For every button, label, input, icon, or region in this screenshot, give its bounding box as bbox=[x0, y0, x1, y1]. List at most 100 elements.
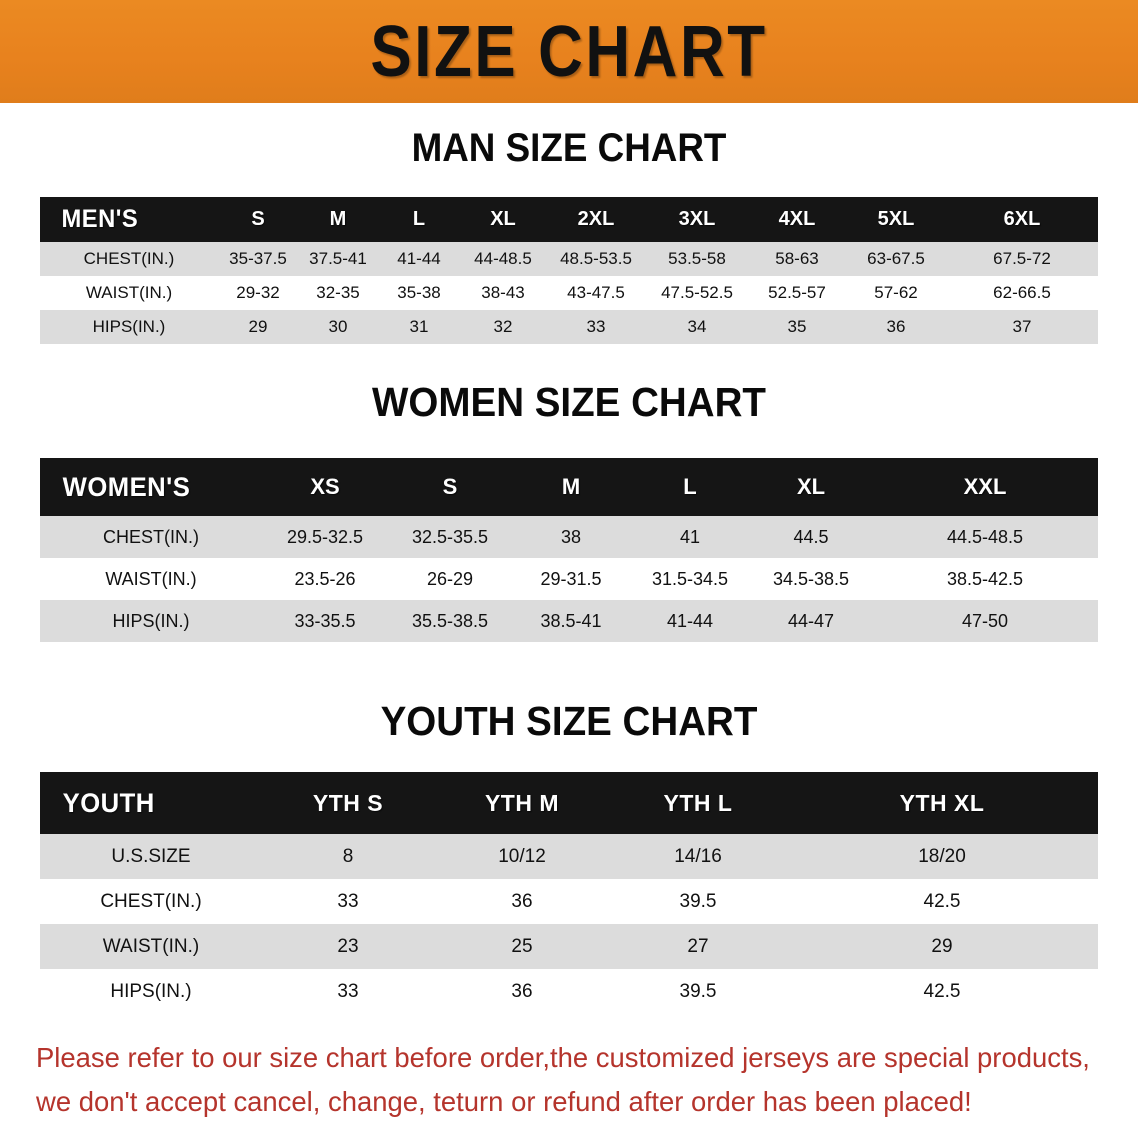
man-size-header-5xl: 5XL bbox=[877, 208, 915, 230]
table-row: HIPS(IN.) 29 30 31 32 33 34 35 36 37 bbox=[40, 310, 1098, 344]
youth-row-label-chest: CHEST(IN.) bbox=[100, 890, 202, 912]
youth-ussize-xl: 18/20 bbox=[918, 845, 966, 867]
women-hips-s: 35.5-38.5 bbox=[411, 610, 489, 631]
man-section-title: MAN SIZE CHART bbox=[411, 126, 727, 170]
table-row: U.S.SIZE 8 10/12 14/16 18/20 bbox=[40, 834, 1098, 879]
women-hips-m: 38.5-41 bbox=[540, 610, 602, 631]
man-waist-4xl: 52.5-57 bbox=[768, 283, 826, 302]
women-row-label-chest: CHEST(IN.) bbox=[103, 526, 199, 547]
man-chest-4xl: 58-63 bbox=[775, 249, 819, 268]
women-waist-xl: 34.5-38.5 bbox=[772, 568, 850, 589]
women-size-table: WOMEN'S XS S M L XL XXL CHEST(IN.) 29.5-… bbox=[40, 458, 1098, 642]
man-chest-m: 37.5-41 bbox=[309, 249, 367, 268]
man-waist-3xl: 47.5-52.5 bbox=[661, 283, 733, 302]
man-size-header-3xl: 3XL bbox=[678, 208, 716, 230]
return-policy-line-2: we don't accept cancel, change, teturn o… bbox=[36, 1086, 972, 1117]
youth-waist-s: 23 bbox=[337, 935, 359, 957]
youth-row-label-hips: HIPS(IN.) bbox=[110, 980, 192, 1002]
youth-chest-m: 36 bbox=[511, 890, 533, 912]
youth-corner-label: YOUTH bbox=[62, 787, 155, 818]
youth-waist-m: 25 bbox=[511, 935, 533, 957]
man-size-header-6xl: 6XL bbox=[1003, 208, 1041, 230]
table-row: WAIST(IN.) 29-32 32-35 35-38 38-43 43-47… bbox=[40, 276, 1098, 310]
man-size-header-xl: XL bbox=[490, 208, 516, 230]
youth-ussize-m: 10/12 bbox=[498, 845, 546, 867]
women-hips-xxl: 47-50 bbox=[961, 610, 1009, 631]
man-chest-s: 35-37.5 bbox=[229, 249, 287, 268]
women-waist-s: 26-29 bbox=[426, 568, 474, 589]
man-waist-m: 32-35 bbox=[316, 283, 360, 302]
man-row-label-chest: CHEST(IN.) bbox=[83, 249, 175, 268]
man-size-header-s: S bbox=[251, 208, 265, 230]
youth-hips-s: 33 bbox=[337, 980, 359, 1002]
women-size-header-xxl: XXL bbox=[963, 474, 1007, 499]
women-chest-s: 32.5-35.5 bbox=[411, 526, 489, 547]
man-waist-l: 35-38 bbox=[397, 283, 441, 302]
youth-hips-m: 36 bbox=[511, 980, 533, 1002]
man-chest-5xl: 63-67.5 bbox=[867, 249, 925, 268]
women-hips-xl: 44-47 bbox=[787, 610, 835, 631]
return-policy-note: Please refer to our size chart before or… bbox=[36, 1036, 1090, 1124]
youth-row-label-ussize: U.S.SIZE bbox=[111, 845, 191, 867]
women-size-header-l: L bbox=[683, 474, 697, 499]
man-row-label-hips: HIPS(IN.) bbox=[92, 317, 166, 336]
women-row-label-hips: HIPS(IN.) bbox=[112, 610, 190, 631]
man-size-header-4xl: 4XL bbox=[778, 208, 816, 230]
women-row-label-waist: WAIST(IN.) bbox=[105, 568, 197, 589]
man-row-label-waist: WAIST(IN.) bbox=[85, 283, 173, 302]
man-chest-6xl: 67.5-72 bbox=[993, 249, 1051, 268]
women-size-header-xl: XL bbox=[796, 474, 826, 499]
youth-chest-l: 39.5 bbox=[679, 890, 717, 912]
table-row: WAIST(IN.) 23 25 27 29 bbox=[40, 924, 1098, 969]
youth-hips-xl: 42.5 bbox=[923, 980, 961, 1002]
women-hips-l: 41-44 bbox=[666, 610, 714, 631]
man-corner-label: MEN'S bbox=[61, 205, 139, 233]
youth-section-title: YOUTH SIZE CHART bbox=[380, 698, 758, 744]
youth-hips-l: 39.5 bbox=[679, 980, 717, 1002]
man-waist-2xl: 43-47.5 bbox=[567, 283, 625, 302]
banner-title: SIZE CHART bbox=[370, 11, 768, 92]
man-hips-m: 30 bbox=[328, 317, 348, 336]
man-size-header-l: L bbox=[412, 208, 426, 230]
man-hips-6xl: 37 bbox=[1012, 317, 1032, 336]
man-hips-xl: 32 bbox=[493, 317, 513, 336]
women-chest-m: 38 bbox=[560, 526, 582, 547]
women-chest-xl: 44.5 bbox=[793, 526, 829, 547]
man-hips-s: 29 bbox=[248, 317, 268, 336]
youth-size-header-s: YTH S bbox=[312, 789, 384, 816]
youth-size-table: YOUTH YTH S YTH M YTH L YTH XL U.S.SIZE … bbox=[40, 772, 1098, 1014]
table-row: WAIST(IN.) 23.5-26 26-29 29-31.5 31.5-34… bbox=[40, 558, 1098, 600]
women-size-header-s: S bbox=[442, 474, 458, 499]
man-chest-l: 41-44 bbox=[397, 249, 441, 268]
youth-size-header-m: YTH M bbox=[484, 789, 560, 816]
women-chest-xs: 29.5-32.5 bbox=[286, 526, 364, 547]
man-hips-5xl: 36 bbox=[886, 317, 906, 336]
youth-size-header-l: YTH L bbox=[663, 789, 733, 816]
return-policy-line-1: Please refer to our size chart before or… bbox=[36, 1042, 1090, 1073]
women-waist-l: 31.5-34.5 bbox=[651, 568, 729, 589]
women-size-header-xs: XS bbox=[310, 474, 340, 499]
table-row: HIPS(IN.) 33-35.5 35.5-38.5 38.5-41 41-4… bbox=[40, 600, 1098, 642]
table-row: HIPS(IN.) 33 36 39.5 42.5 bbox=[40, 969, 1098, 1014]
man-size-table: MEN'S S M L XL 2XL 3XL 4XL 5XL 6XL CHEST… bbox=[40, 197, 1098, 344]
man-hips-2xl: 33 bbox=[586, 317, 606, 336]
youth-chest-s: 33 bbox=[337, 890, 359, 912]
table-header-row: WOMEN'S XS S M L XL XXL bbox=[40, 458, 1098, 516]
youth-ussize-l: 14/16 bbox=[674, 845, 722, 867]
women-corner-label: WOMEN'S bbox=[62, 471, 191, 502]
man-waist-s: 29-32 bbox=[236, 283, 280, 302]
women-waist-m: 29-31.5 bbox=[540, 568, 602, 589]
youth-ussize-s: 8 bbox=[342, 845, 354, 867]
youth-row-label-waist: WAIST(IN.) bbox=[102, 935, 200, 957]
women-size-header-m: M bbox=[561, 474, 581, 499]
man-hips-4xl: 35 bbox=[787, 317, 807, 336]
man-hips-l: 31 bbox=[409, 317, 429, 336]
women-section-title: WOMEN SIZE CHART bbox=[372, 379, 766, 425]
women-chest-l: 41 bbox=[679, 526, 701, 547]
women-hips-xs: 33-35.5 bbox=[294, 610, 356, 631]
women-waist-xxl: 38.5-42.5 bbox=[946, 568, 1024, 589]
table-row: CHEST(IN.) 35-37.5 37.5-41 41-44 44-48.5… bbox=[40, 242, 1098, 276]
man-size-header-2xl: 2XL bbox=[577, 208, 615, 230]
youth-waist-xl: 29 bbox=[931, 935, 953, 957]
